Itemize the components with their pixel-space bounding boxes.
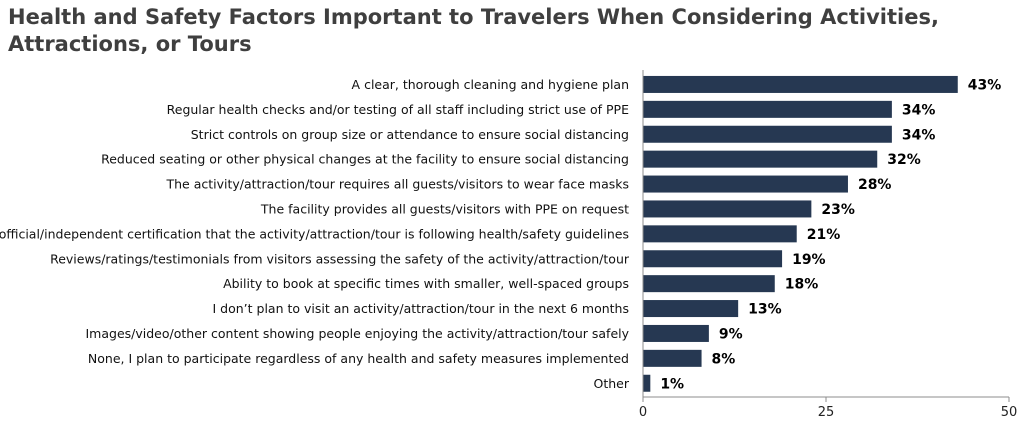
bar [643,225,797,243]
category-label: None, I plan to participate regardless o… [88,351,629,366]
category-label: Other [594,376,630,391]
bar [643,100,892,118]
data-label: 9% [719,326,743,342]
category-label: I don’t plan to visit an activity/attrac… [213,301,629,316]
data-label: 28% [858,177,892,193]
data-label: 8% [712,351,736,367]
bar [643,175,848,193]
category-label: Regular health checks and/or testing of … [167,102,629,117]
data-label: 13% [748,302,782,318]
chart-title: Health and Safety Factors Important to T… [8,5,939,56]
bar [643,349,702,367]
data-label: 32% [887,152,921,168]
data-label: 1% [660,376,684,392]
bar [643,300,739,318]
bar [643,324,709,342]
data-label: 19% [792,252,826,268]
bar [643,275,775,293]
category-label: The activity/attraction/tour requires al… [165,177,629,192]
bar [643,125,892,143]
data-label: 18% [785,277,819,293]
bar [643,250,783,268]
x-tick-label: 0 [639,405,647,420]
x-tick-label: 50 [1001,405,1018,420]
category-label: Reduced seating or other physical change… [101,152,629,167]
data-label: 34% [902,102,936,118]
bars [643,75,958,392]
bar [643,374,651,392]
data-label: 34% [902,127,936,143]
category-labels: A clear, thorough cleaning and hygiene p… [0,77,630,391]
bar [643,75,958,93]
category-label: The facility provides all guests/visitor… [260,201,629,216]
category-label: Reviews/ratings/testimonials from visito… [50,251,630,266]
category-label: Ability to book at specific times with s… [223,276,629,291]
category-label: Strict controls on group size or attenda… [191,127,629,142]
bar [643,150,878,168]
data-label: 21% [807,227,841,243]
x-axis: 0 25 50 [639,70,1017,420]
bar [643,200,812,218]
category-label: Images/video/other content showing peopl… [86,326,630,341]
x-tick-label: 25 [818,405,835,420]
category-label: An official/independent certification th… [0,226,629,241]
category-label: A clear, thorough cleaning and hygiene p… [352,77,629,92]
data-label: 23% [821,202,855,218]
data-labels: 43% 34% 34% 32% 28%23% 21% 19% 18%13% 9% 8% 1% [660,77,1001,392]
data-label: 43% [968,77,1002,93]
